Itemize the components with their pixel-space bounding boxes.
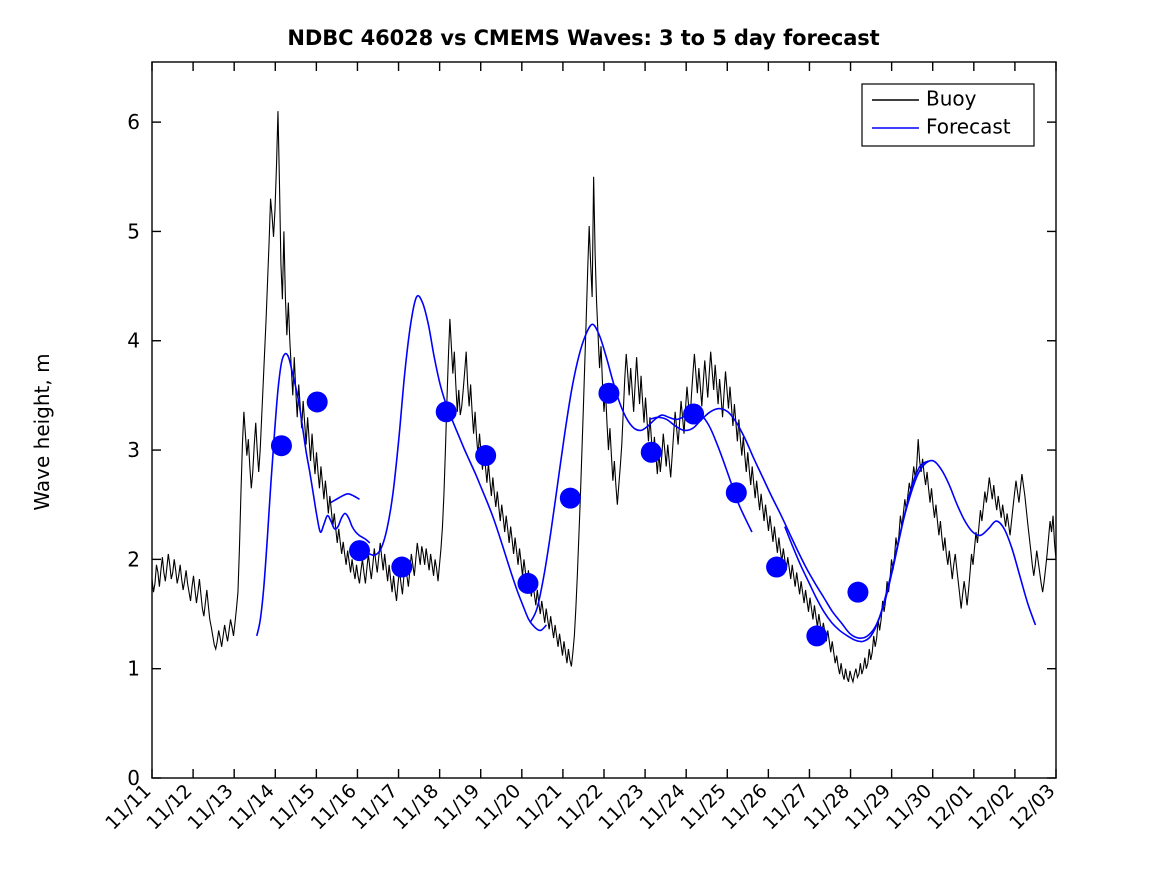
x-tick-label: 11/28	[800, 780, 854, 834]
y-tick-label: 3	[127, 438, 140, 462]
legend-label-buoy: Buoy	[926, 87, 977, 111]
forecast-marker-point	[349, 540, 371, 562]
x-tick-label: 11/27	[759, 780, 813, 834]
forecast-marker-point	[847, 581, 869, 603]
forecast-marker-point	[806, 625, 828, 647]
x-tick-label: 11/25	[677, 780, 731, 834]
forecast-marker-point	[270, 435, 292, 457]
forecast-markers	[270, 382, 869, 647]
x-axis-ticks: 11/1111/1211/1311/1411/1511/1611/1711/18…	[101, 62, 1060, 834]
x-tick-label: 12/03	[1005, 780, 1059, 834]
forecast-marker-point	[475, 445, 497, 467]
x-tick-label: 12/02	[964, 780, 1018, 834]
x-tick-label: 11/22	[553, 780, 607, 834]
x-tick-label: 11/14	[225, 780, 279, 834]
y-tick-label: 2	[127, 547, 140, 571]
series-forecast-line	[255, 294, 1037, 643]
legend-label-forecast: Forecast	[926, 115, 1011, 139]
x-tick-label: 11/21	[512, 780, 566, 834]
forecast-cycle-path	[784, 459, 1037, 643]
y-tick-label: 4	[127, 329, 140, 353]
x-tick-label: 11/23	[594, 780, 648, 834]
series-buoy-line	[151, 111, 1057, 684]
x-tick-label: 11/24	[635, 780, 689, 834]
forecast-marker-point	[598, 382, 620, 404]
legend-box: Buoy Forecast	[861, 83, 1035, 147]
x-tick-label: 11/26	[718, 780, 772, 834]
x-tick-label: 11/16	[307, 780, 361, 834]
forecast-marker-point	[306, 391, 328, 413]
forecast-cycle-path	[529, 323, 753, 624]
y-axis-ticks: 0 1 2 3 4 5 6	[127, 110, 1056, 790]
forecast-marker-point	[435, 401, 457, 423]
forecast-marker-point	[766, 556, 788, 578]
x-tick-label: 11/12	[142, 780, 196, 834]
forecast-cycle-path	[330, 492, 360, 504]
x-tick-label: 11/18	[389, 780, 443, 834]
forecast-marker-point	[391, 556, 413, 578]
forecast-marker-point	[725, 482, 747, 504]
x-tick-label: 11/19	[430, 780, 484, 834]
forecast-marker-point	[683, 403, 705, 425]
y-tick-label: 0	[127, 766, 140, 790]
y-tick-label: 1	[127, 657, 140, 681]
forecast-cycle-path	[648, 407, 930, 639]
page-title: NDBC 46028 vs CMEMS Waves: 3 to 5 day fo…	[287, 26, 880, 50]
x-tick-label: 11/15	[266, 780, 320, 834]
forecast-marker-point	[640, 441, 662, 463]
forecast-marker-point	[517, 572, 539, 594]
x-tick-label: 11/17	[348, 780, 402, 834]
x-tick-label: 11/30	[882, 780, 936, 834]
x-tick-label: 11/20	[471, 780, 525, 834]
x-tick-label: 11/29	[841, 780, 895, 834]
forecast-marker-point	[559, 487, 581, 509]
y-tick-label: 6	[127, 110, 140, 134]
x-tick-label: 12/01	[923, 780, 977, 834]
axes-frame	[151, 61, 1057, 779]
forecast-cycle-path	[255, 352, 371, 637]
x-tick-label: 11/13	[183, 780, 237, 834]
y-tick-label: 5	[127, 219, 140, 243]
